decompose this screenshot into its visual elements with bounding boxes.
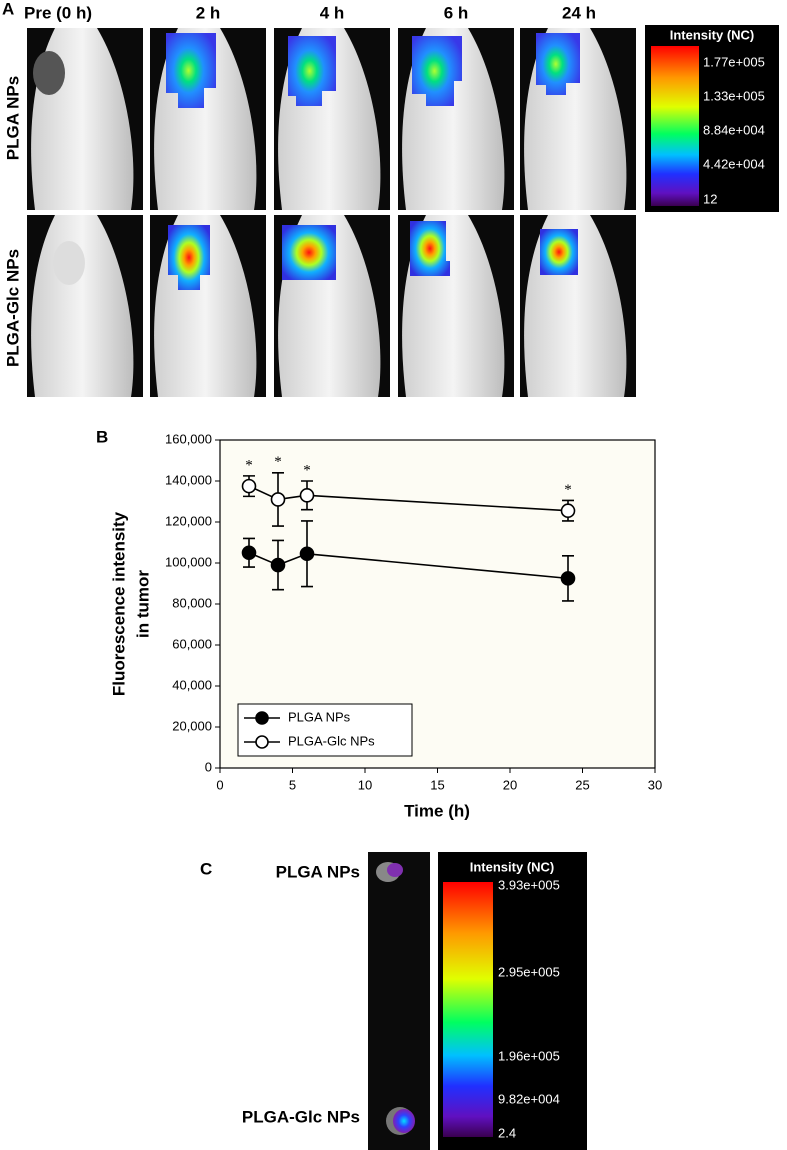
y-tick-label: 40,000 <box>172 677 212 692</box>
row-label: PLGA-Glc NPs <box>242 1107 360 1126</box>
legend-label: PLGA-Glc NPs <box>288 733 375 748</box>
x-tick-label: 0 <box>216 777 223 792</box>
x-tick-label: 20 <box>503 777 517 792</box>
x-tick-label: 25 <box>575 777 589 792</box>
annotation: * <box>303 462 311 478</box>
colorbar-label: 2.95e+005 <box>498 964 560 979</box>
legend-marker <box>255 711 269 725</box>
y-tick-label: 60,000 <box>172 636 212 651</box>
annotation: * <box>274 454 282 470</box>
x-tick-label: 10 <box>358 777 372 792</box>
marker <box>299 488 315 503</box>
row-label: PLGA NPs <box>3 76 22 160</box>
mouse-image <box>27 215 143 397</box>
legend-marker <box>255 735 269 749</box>
colorbar-label: 3.93e+005 <box>498 877 560 892</box>
marker <box>241 545 257 561</box>
annotation: * <box>564 482 572 498</box>
y-tick-label: 100,000 <box>165 554 212 569</box>
colorbar: Intensity (NC) 1.77e+005 1.33e+005 8.84e… <box>645 25 779 212</box>
mouse-image <box>27 28 143 210</box>
colorbar-label: 12 <box>703 191 717 206</box>
colorbar-label: 1.33e+005 <box>703 88 765 103</box>
colorbar-label: 8.84e+004 <box>703 122 765 137</box>
legend-box <box>237 703 413 757</box>
colorbar-title: Intensity (NC) <box>670 27 755 42</box>
colorbar-title: Intensity (NC) <box>470 859 555 874</box>
y-tick-label: 80,000 <box>172 595 212 610</box>
column-header: Pre (0 h) <box>24 3 92 22</box>
chart: 0 5 10 15 20 25 30 0 20,000 40,000 60,000 80,000 100… <box>165 431 662 792</box>
mouse-image <box>274 28 390 210</box>
row-label: PLGA NPs <box>276 862 360 881</box>
mouse-image <box>150 215 266 397</box>
mouse-image <box>520 215 636 397</box>
y-tick-label: 160,000 <box>165 431 212 446</box>
row-label: PLGA-Glc NPs <box>3 249 22 367</box>
mouse-image <box>398 215 514 397</box>
marker <box>270 557 286 573</box>
annotation: * <box>245 457 253 473</box>
marker <box>270 492 286 507</box>
column-header: 2 h <box>196 3 221 22</box>
organ-image <box>368 852 430 1150</box>
colorbar-label: 1.77e+005 <box>703 54 765 69</box>
y-tick-label: 20,000 <box>172 718 212 733</box>
marker <box>299 546 315 562</box>
y-axis-label: in tumor <box>133 570 152 638</box>
colorbar: Intensity (NC) 3.93e+005 2.95e+005 1.96e… <box>438 852 587 1150</box>
mouse-image <box>520 28 636 210</box>
x-tick-label: 30 <box>648 777 662 792</box>
x-axis-label: Time (h) <box>404 801 470 820</box>
series-line <box>248 552 569 580</box>
x-tick-label: 5 <box>289 777 296 792</box>
legend-label: PLGA NPs <box>288 709 351 724</box>
column-header: 6 h <box>444 3 469 22</box>
marker <box>560 503 576 519</box>
column-header: 4 h <box>320 3 345 22</box>
series-line <box>248 485 569 512</box>
panel-label: C <box>200 859 212 878</box>
x-tick-label: 15 <box>430 777 444 792</box>
column-header: 24 h <box>562 3 596 22</box>
image-grid <box>27 28 636 397</box>
colorbar-label: 1.96e+005 <box>498 1048 560 1063</box>
marker <box>560 571 576 586</box>
y-axis-label: Fluorescence intensity <box>109 511 128 696</box>
y-tick-label: 140,000 <box>165 472 212 487</box>
mouse-image <box>150 28 266 210</box>
colorbar-label: 9.82e+004 <box>498 1091 560 1106</box>
y-tick-label: 0 <box>205 759 212 774</box>
colorbar-label: 4.42e+004 <box>703 156 765 171</box>
mouse-image <box>274 215 390 397</box>
panel-label: A <box>2 0 14 18</box>
panel-label: B <box>96 427 108 446</box>
mouse-image <box>398 28 514 210</box>
marker <box>241 478 257 494</box>
colorbar-label: 2.4 <box>498 1125 516 1140</box>
y-tick-label: 120,000 <box>165 513 212 528</box>
